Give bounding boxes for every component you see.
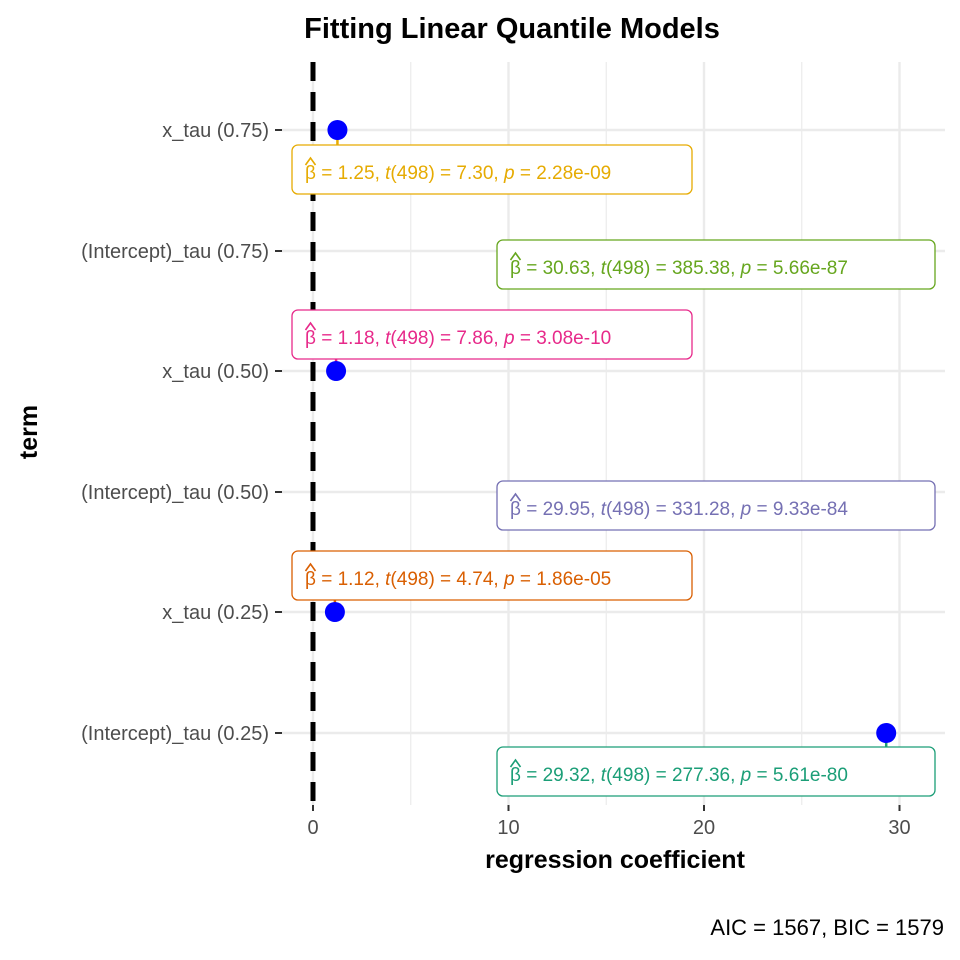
- model-fit-caption: AIC = 1567, BIC = 1579: [710, 915, 944, 940]
- x-axis-title: regression coefficient: [485, 846, 745, 874]
- label-text: β = 1.12, t(498) = 4.74, p = 1.86e-05: [305, 569, 611, 590]
- beta-hat-icon: [304, 562, 317, 572]
- label-text: β = 29.32, t(498) = 277.36, p = 5.61e-80: [510, 765, 848, 786]
- label-box: [291, 309, 693, 360]
- axis-ticks: 0 10 20 30 (Intercept)_tau (0.25) x_tau (0.25…: [81, 120, 911, 839]
- y-axis-title: term: [15, 405, 43, 459]
- y-tick-label: x_tau (0.50): [162, 361, 269, 383]
- estimate-labels: β = 29.32, t(498) = 277.36, p = 5.61e-80…: [291, 144, 936, 797]
- y-tick-label: (Intercept)_tau (0.75): [81, 241, 269, 263]
- label-box: [291, 550, 693, 601]
- chart-title: Fitting Linear Quantile Models: [304, 13, 720, 45]
- y-tick-label: x_tau (0.75): [162, 120, 269, 142]
- y-tick-label: x_tau (0.25): [162, 602, 269, 624]
- x-tick-label: 20: [693, 817, 715, 839]
- estimate-label: β = 1.25, t(498) = 7.30, p = 2.28e-09: [291, 144, 693, 195]
- x-tick-label: 10: [497, 817, 519, 839]
- x-tick-label: 0: [307, 817, 318, 839]
- estimate-label: β = 1.12, t(498) = 4.74, p = 1.86e-05: [291, 550, 693, 601]
- label-box: [496, 239, 936, 290]
- estimate-point: [327, 120, 348, 140]
- y-tick-label: (Intercept)_tau (0.50): [81, 482, 269, 504]
- point-marks: [324, 120, 922, 747]
- beta-hat-icon: [304, 156, 317, 166]
- estimate-point: [876, 723, 897, 743]
- beta-hat-icon: [509, 251, 522, 261]
- label-text: β = 1.18, t(498) = 7.86, p = 3.08e-10: [305, 328, 611, 349]
- label-box: [496, 746, 936, 797]
- label-text: β = 30.63, t(498) = 385.38, p = 5.66e-87: [510, 258, 848, 279]
- estimate-point: [326, 361, 347, 381]
- beta-hat-icon: [509, 492, 522, 502]
- estimate-label: β = 29.95, t(498) = 331.28, p = 9.33e-84: [496, 480, 936, 531]
- y-tick-label: (Intercept)_tau (0.25): [81, 723, 269, 745]
- label-box: [291, 144, 693, 195]
- estimate-label: β = 29.32, t(498) = 277.36, p = 5.61e-80: [496, 746, 936, 797]
- label-text: β = 1.25, t(498) = 7.30, p = 2.28e-09: [305, 163, 611, 184]
- estimate-label: β = 30.63, t(498) = 385.38, p = 5.66e-87: [496, 239, 936, 290]
- beta-hat-icon: [509, 758, 522, 768]
- estimate-point: [324, 602, 345, 622]
- estimate-label: β = 1.18, t(498) = 7.86, p = 3.08e-10: [291, 309, 693, 360]
- label-box: [496, 480, 936, 531]
- beta-hat-icon: [304, 321, 317, 331]
- label-text: β = 29.95, t(498) = 331.28, p = 9.33e-84: [510, 499, 848, 520]
- x-tick-label: 30: [888, 817, 910, 839]
